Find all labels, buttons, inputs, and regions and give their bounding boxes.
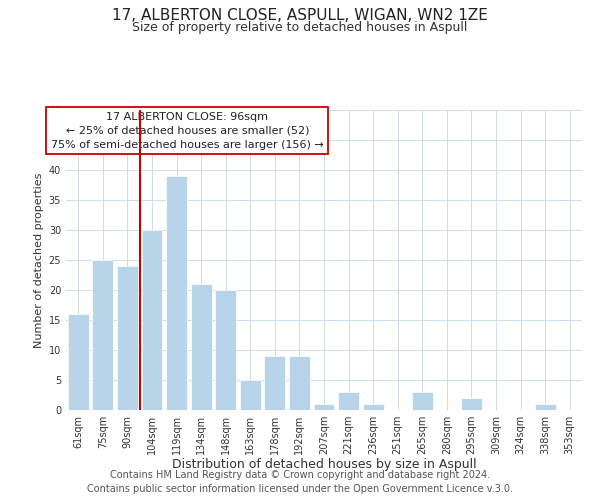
Bar: [338, 392, 359, 410]
Bar: [412, 392, 433, 410]
Bar: [362, 404, 383, 410]
Bar: [166, 176, 187, 410]
Bar: [289, 356, 310, 410]
Text: Contains HM Land Registry data © Crown copyright and database right 2024.
Contai: Contains HM Land Registry data © Crown c…: [87, 470, 513, 494]
Bar: [68, 314, 89, 410]
Bar: [240, 380, 261, 410]
Bar: [314, 404, 334, 410]
Bar: [535, 404, 556, 410]
Y-axis label: Number of detached properties: Number of detached properties: [34, 172, 44, 348]
Text: 17 ALBERTON CLOSE: 96sqm
← 25% of detached houses are smaller (52)
75% of semi-d: 17 ALBERTON CLOSE: 96sqm ← 25% of detach…: [51, 112, 323, 150]
Bar: [191, 284, 212, 410]
Bar: [215, 290, 236, 410]
Bar: [461, 398, 482, 410]
Bar: [117, 266, 138, 410]
Bar: [265, 356, 286, 410]
Bar: [92, 260, 113, 410]
Bar: [142, 230, 163, 410]
X-axis label: Distribution of detached houses by size in Aspull: Distribution of detached houses by size …: [172, 458, 476, 471]
Text: 17, ALBERTON CLOSE, ASPULL, WIGAN, WN2 1ZE: 17, ALBERTON CLOSE, ASPULL, WIGAN, WN2 1…: [112, 8, 488, 22]
Text: Size of property relative to detached houses in Aspull: Size of property relative to detached ho…: [133, 21, 467, 34]
